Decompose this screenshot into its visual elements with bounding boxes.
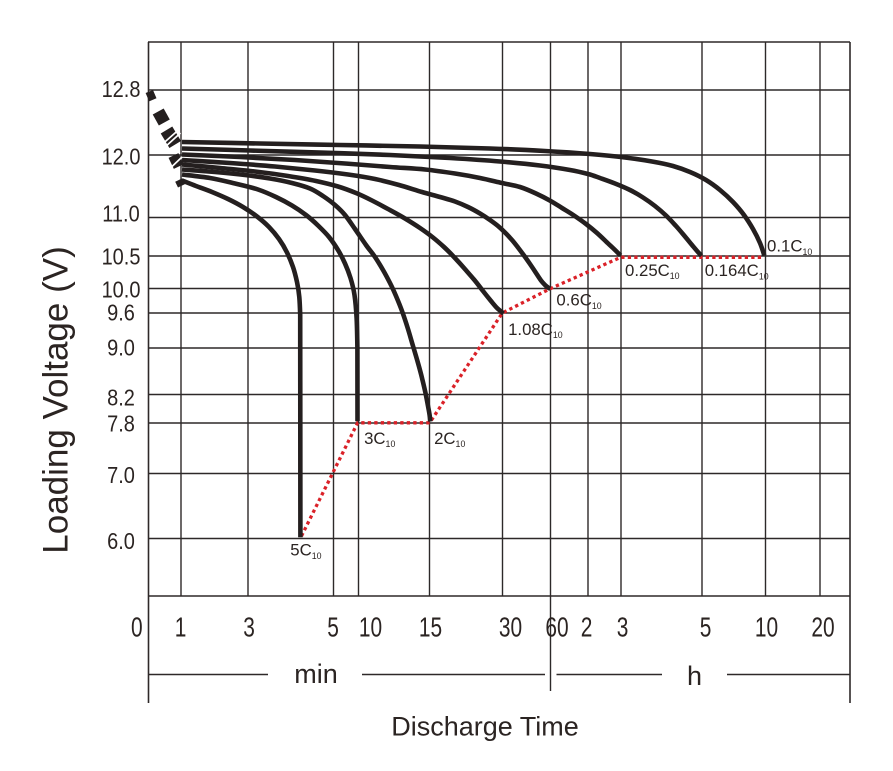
svg-text:0.25C10: 0.25C10 xyxy=(625,261,680,281)
svg-text:10.5: 10.5 xyxy=(102,243,141,270)
svg-text:30: 30 xyxy=(499,613,522,643)
svg-text:1.08C10: 1.08C10 xyxy=(508,320,563,340)
svg-text:10: 10 xyxy=(755,613,778,643)
svg-text:10.0: 10.0 xyxy=(102,276,141,303)
svg-text:15: 15 xyxy=(419,613,442,643)
svg-text:60: 60 xyxy=(545,613,568,643)
svg-text:5: 5 xyxy=(327,613,339,643)
svg-text:20: 20 xyxy=(811,613,834,643)
svg-text:11.0: 11.0 xyxy=(102,200,139,227)
svg-text:9.6: 9.6 xyxy=(107,299,135,326)
svg-text:10: 10 xyxy=(359,613,382,643)
svg-text:0: 0 xyxy=(131,613,143,643)
svg-text:3: 3 xyxy=(617,613,629,643)
svg-text:8.2: 8.2 xyxy=(107,384,135,411)
svg-text:0.1C10: 0.1C10 xyxy=(767,237,812,257)
svg-text:1: 1 xyxy=(175,613,187,643)
svg-text:5: 5 xyxy=(700,613,712,643)
svg-text:6.0: 6.0 xyxy=(107,527,135,554)
svg-text:0.6C10: 0.6C10 xyxy=(556,291,601,311)
svg-text:min: min xyxy=(294,659,338,689)
svg-text:7.0: 7.0 xyxy=(107,461,135,488)
svg-text:h: h xyxy=(687,661,702,691)
svg-text:Loading Voltage (V): Loading Voltage (V) xyxy=(37,246,76,553)
svg-text:12.8: 12.8 xyxy=(102,75,141,102)
svg-text:7.8: 7.8 xyxy=(107,410,135,437)
svg-text:9.0: 9.0 xyxy=(107,334,135,361)
svg-text:12.0: 12.0 xyxy=(102,143,141,170)
svg-text:3: 3 xyxy=(243,613,255,643)
svg-text:2: 2 xyxy=(581,613,593,643)
svg-text:0.164C10: 0.164C10 xyxy=(705,261,769,281)
svg-text:Discharge Time: Discharge Time xyxy=(391,711,579,741)
